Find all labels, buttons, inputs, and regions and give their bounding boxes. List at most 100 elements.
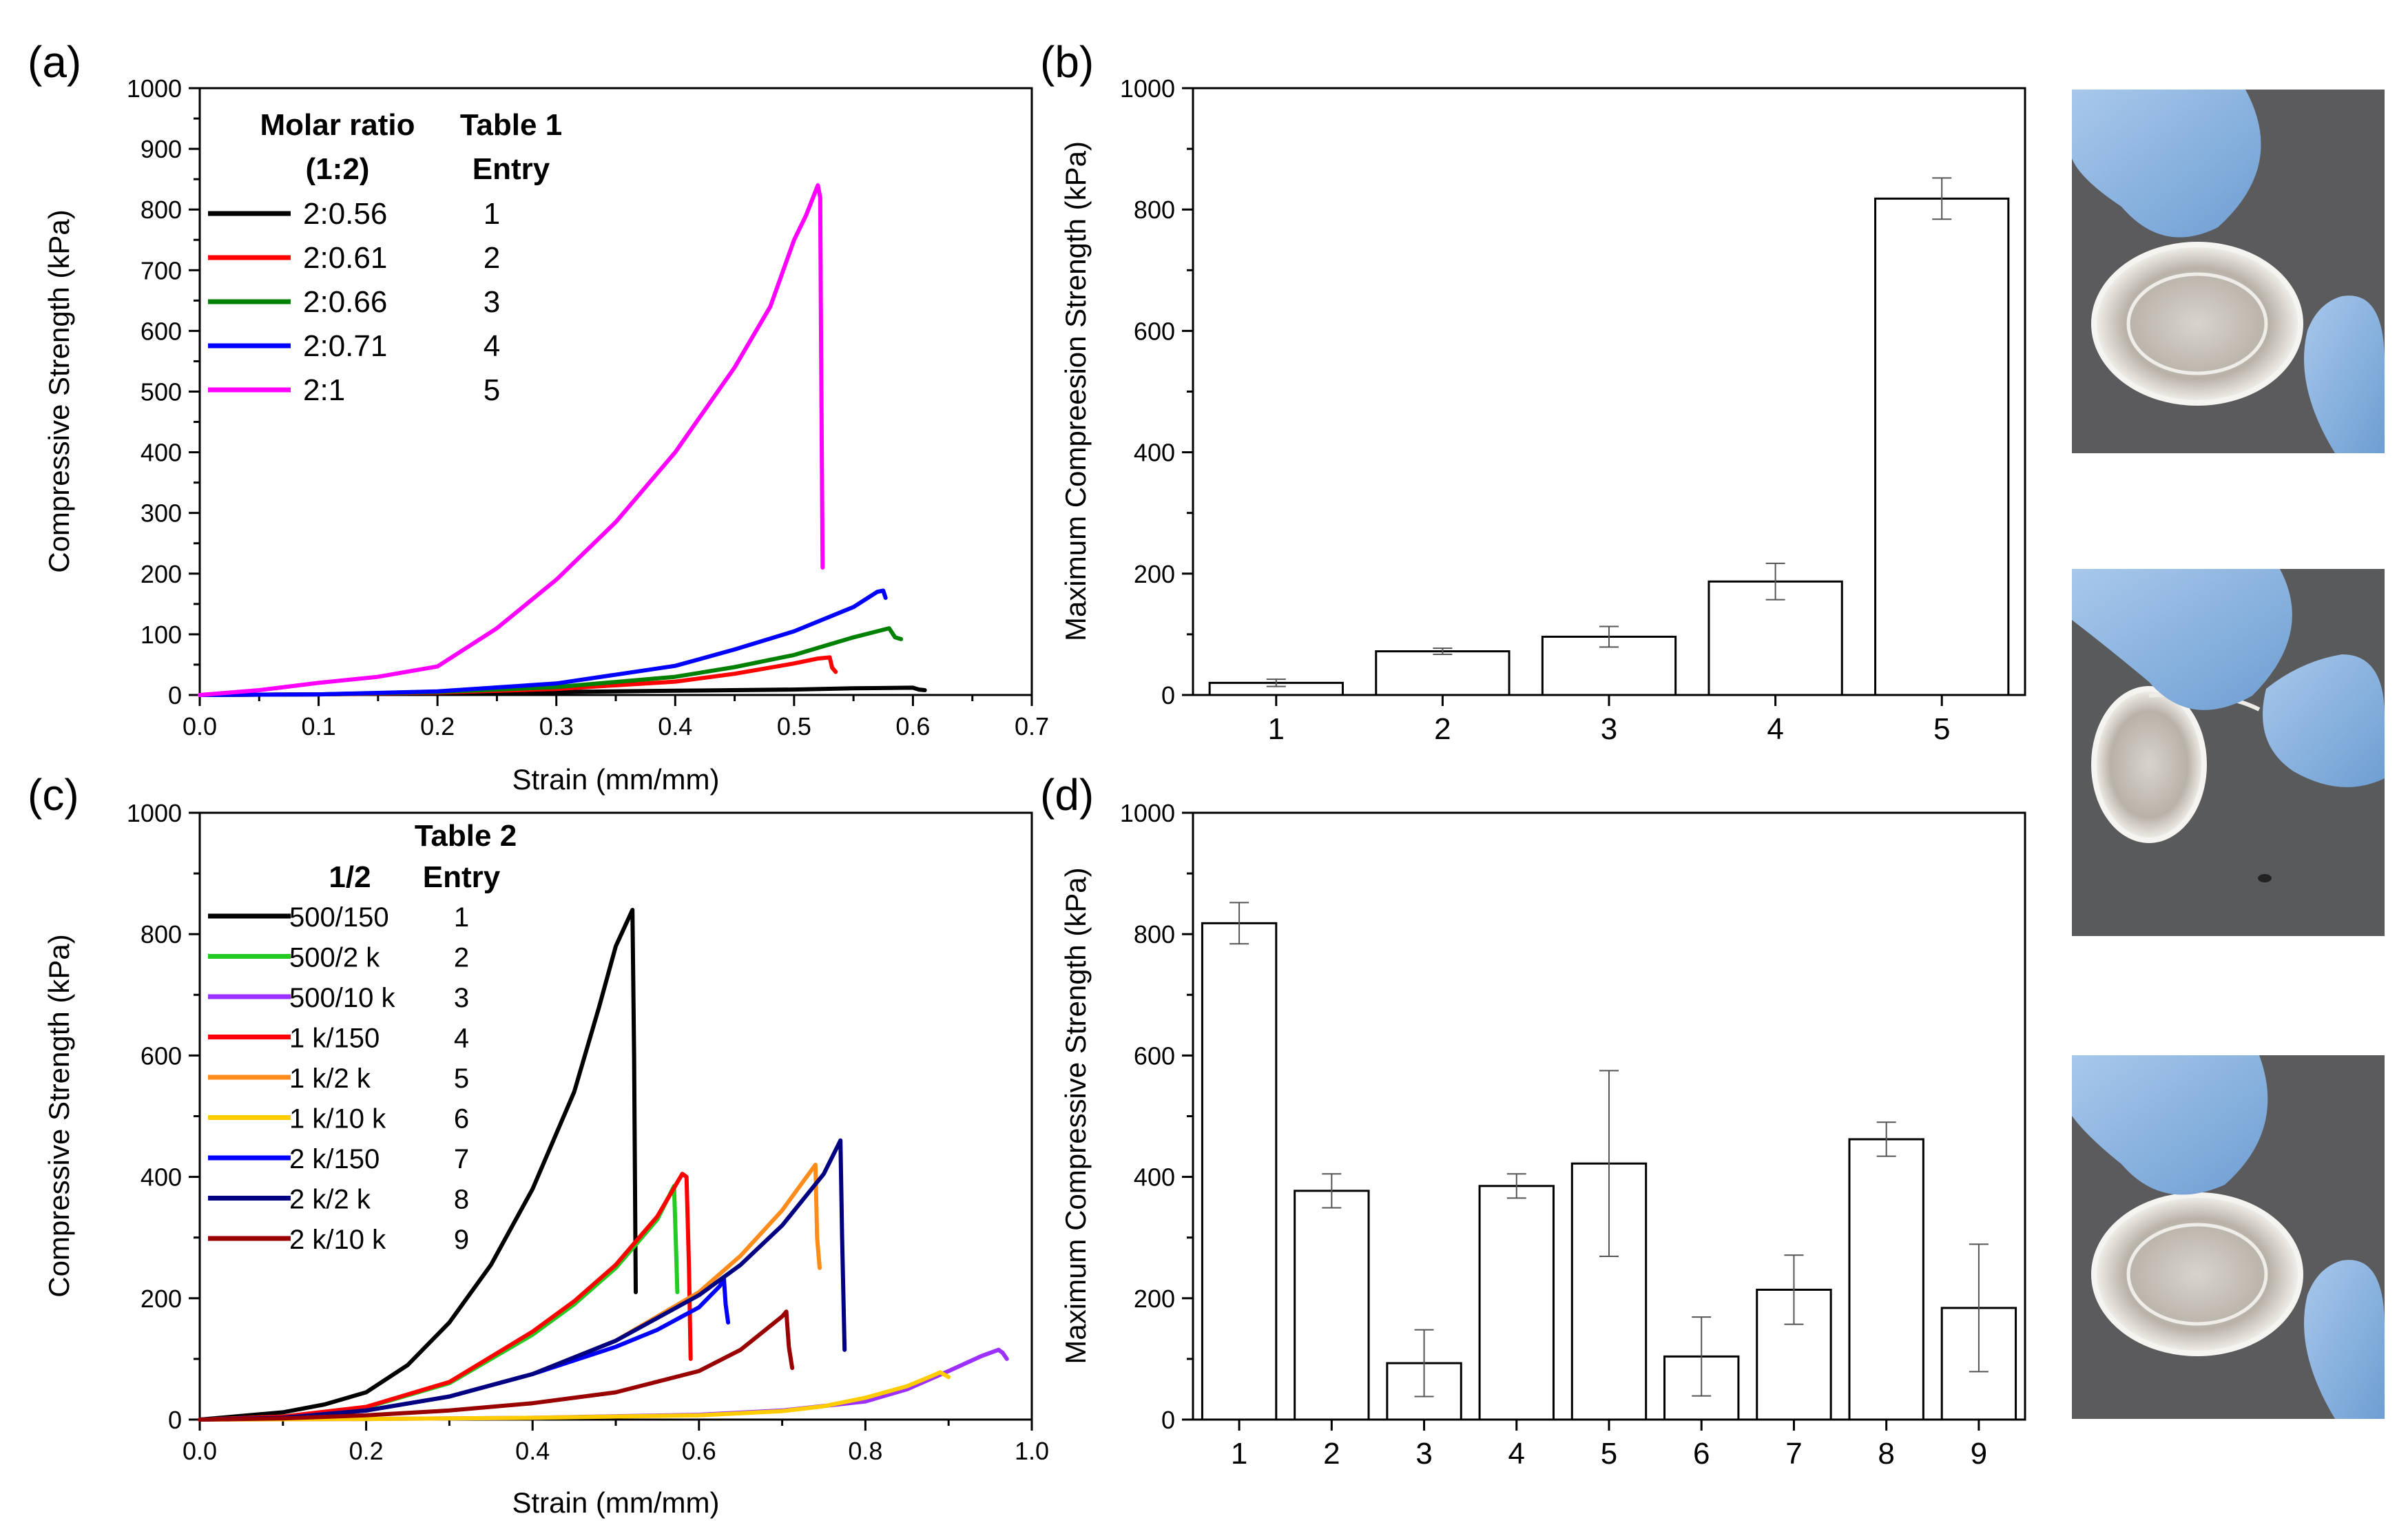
xtick-label: 0.2 <box>349 1437 384 1465</box>
ytick-label: 400 <box>141 439 182 467</box>
xtick-label: 0.7 <box>1015 712 1049 740</box>
ytick-label: 0 <box>168 681 182 709</box>
panel-b-y-axis: 0 200 400 600 800 1000 <box>1120 74 1193 709</box>
panel-a-legend: Molar ratio (1:2) Table 1 Entry 2:0.56 1 2… <box>208 108 562 407</box>
ytick-label: 200 <box>1134 1285 1175 1313</box>
ytick-label: 200 <box>141 1285 182 1313</box>
bar-5 <box>1874 197 2010 696</box>
panel-b-letter: (b) <box>1040 37 1094 87</box>
ytick-label: 600 <box>141 1041 182 1070</box>
legend-a-col1-sub: (1:2) <box>306 152 370 186</box>
panel-a-letter: (a) <box>28 37 81 87</box>
series-line-500-150 <box>198 908 638 1422</box>
legend-label: 1 k/2 k <box>289 1063 371 1094</box>
panel-c-xlabel: Strain (mm/mm) <box>512 1486 720 1519</box>
bar-2 <box>1294 1190 1370 1421</box>
xtick-label-9: 9 <box>1971 1437 1987 1471</box>
panel-d-letter: (d) <box>1040 770 1094 820</box>
xtick-label-7: 7 <box>1785 1437 1802 1471</box>
series-line-1-k-10-k <box>198 1370 951 1422</box>
panel-c-series <box>198 908 1009 1422</box>
ytick-label: 200 <box>141 560 182 588</box>
photo-gel-recovered-3 <box>2072 1055 2385 1419</box>
legend-label: 500/150 <box>289 902 389 933</box>
xtick-label: 0.4 <box>515 1437 550 1465</box>
legend-entry: 1 <box>454 902 469 933</box>
legend-label: 2 k/10 k <box>289 1225 386 1255</box>
legend-entry: 4 <box>484 329 500 363</box>
legend-entry: 3 <box>454 983 469 1013</box>
panel-c-x-axis: 0.0 0.2 0.4 0.6 0.8 1.0 <box>183 1420 1049 1465</box>
xtick-label: 0.5 <box>777 712 811 740</box>
ytick-label: 0 <box>1161 681 1175 709</box>
ytick-label: 700 <box>141 256 182 284</box>
panel-d-y-axis: 0 200 400 600 800 1000 <box>1120 799 1193 1434</box>
ytick-label: 800 <box>1134 196 1175 224</box>
legend-c-col1-title: 1/2 <box>329 860 371 894</box>
legend-entry: 4 <box>454 1024 469 1054</box>
panel-c-y-axis: 0 200 400 600 800 1000 <box>127 799 200 1434</box>
legend-label: 2:0.71 <box>303 329 387 363</box>
xtick-label: 0.3 <box>539 712 574 740</box>
panel-c-legend: Table 2 1/2 Entry 500/150 1 500/2 k 2 500/10… <box>208 819 517 1255</box>
xtick-label-5: 5 <box>1601 1437 1617 1471</box>
panel-b-ylabel: Maximum Compreesion Strength (kPa) <box>1059 141 1092 641</box>
xtick-label-8: 8 <box>1878 1437 1894 1471</box>
xtick-label-4: 4 <box>1767 712 1783 746</box>
legend-label: 2 k/2 k <box>289 1185 371 1215</box>
xtick-label-3: 3 <box>1601 712 1617 746</box>
panel-b-bars: 1 2 3 4 5 <box>1208 177 2010 746</box>
legend-entry: 1 <box>484 197 500 231</box>
legend-label: 2:1 <box>303 373 345 407</box>
ytick-label: 600 <box>1134 1041 1175 1070</box>
ytick-label: 800 <box>1134 920 1175 948</box>
legend-entry: 9 <box>454 1225 469 1255</box>
panel-a-xlabel: Strain (mm/mm) <box>512 763 720 796</box>
legend-a-col2-title: Table 1 <box>460 108 562 142</box>
panel-c-ylabel: Compressive Strength (kPa) <box>43 934 75 1298</box>
bar-4 <box>1708 580 1843 696</box>
ytick-label: 1000 <box>127 74 182 103</box>
ytick-label: 800 <box>141 920 182 948</box>
series-line-2-0-71 <box>198 588 888 697</box>
legend-label: 500/10 k <box>289 983 395 1013</box>
panel-a-series <box>198 183 927 697</box>
legend-entry: 5 <box>454 1063 469 1094</box>
xtick-label-2: 2 <box>1434 712 1451 746</box>
xtick-label-5: 5 <box>1933 712 1950 746</box>
ytick-label: 0 <box>168 1406 182 1434</box>
ytick-label: 300 <box>141 499 182 528</box>
photo-gel-compressed-2 <box>2072 569 2385 936</box>
series-line-2-k-10-k <box>198 1309 795 1422</box>
ytick-label: 500 <box>141 378 182 406</box>
bar-8 <box>1848 1138 1924 1421</box>
xtick-label: 0.6 <box>682 1437 716 1465</box>
legend-label: 1 k/10 k <box>289 1104 386 1134</box>
panel-d-ylabel: Maximum Compressive Strength (kPa) <box>1059 867 1092 1364</box>
xtick-label-1: 1 <box>1231 1437 1247 1471</box>
legend-label: 2 k/150 <box>289 1144 380 1174</box>
xtick-label: 0.8 <box>848 1437 882 1465</box>
legend-entry: 5 <box>484 373 500 407</box>
legend-c-col2-sub: Entry <box>423 860 501 894</box>
xtick-label: 0.0 <box>183 1437 217 1465</box>
legend-entry: 2 <box>484 241 500 275</box>
ytick-label: 400 <box>141 1163 182 1192</box>
legend-label: 2:0.61 <box>303 241 387 275</box>
xtick-label-6: 6 <box>1693 1437 1710 1471</box>
xtick-label: 0.4 <box>658 712 692 740</box>
legend-entry: 6 <box>454 1104 469 1134</box>
xtick-label: 0.6 <box>895 712 930 740</box>
panel-a-ylabel: Compressive Strength (kPa) <box>43 209 75 573</box>
xtick-label-1: 1 <box>1268 712 1285 746</box>
ytick-label: 1000 <box>1120 74 1175 103</box>
ytick-label: 600 <box>141 317 182 345</box>
legend-label: 1 k/150 <box>289 1024 380 1054</box>
legend-label: 500/2 k <box>289 943 380 973</box>
panel-c-chart: 0 200 400 600 800 1000 0.0 0.2 0.4 0.6 0.8 1.0 Com… <box>43 799 1049 1519</box>
panel-d-bars: 1 2 3 4 5 6 7 8 9 <box>1201 902 2017 1471</box>
ytick-label: 800 <box>141 196 182 224</box>
xtick-label: 0.1 <box>302 712 336 740</box>
